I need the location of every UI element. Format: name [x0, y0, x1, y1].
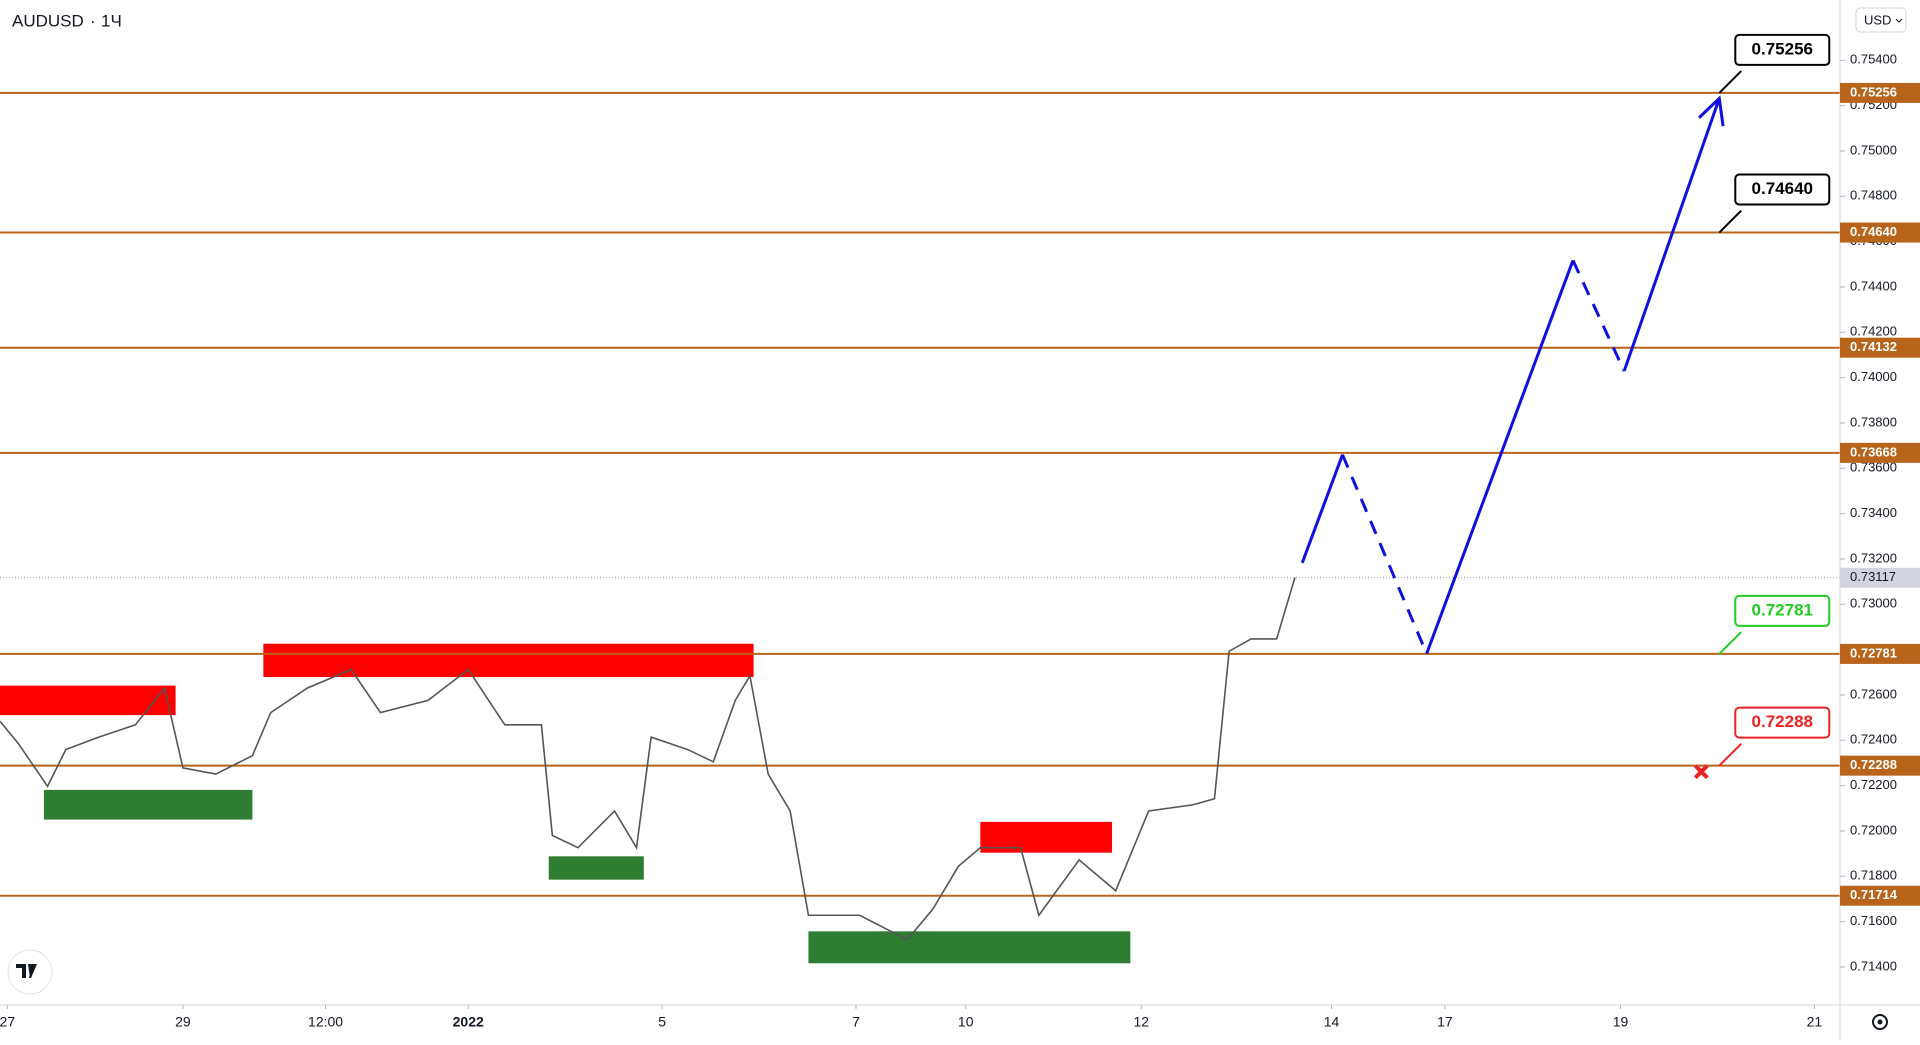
callout-box [1734, 33, 1831, 66]
y-tick-label: 0.73000 [1850, 596, 1897, 611]
projection-arrowhead [1698, 95, 1725, 127]
logo-mark [16, 964, 37, 978]
projection-segment [1341, 454, 1429, 655]
y-tick-label: 0.73200 [1850, 550, 1897, 565]
currency-button[interactable] [1855, 7, 1907, 33]
callout-pointer [1718, 742, 1742, 767]
x-tick-label: 21 [1807, 1014, 1823, 1030]
y-tick-label: 0.71800 [1850, 868, 1897, 883]
gear-icon [1872, 1014, 1888, 1030]
callout-label: 0.72781 [1752, 600, 1813, 619]
callout-label: 0.72288 [1752, 712, 1813, 731]
y-tick-label: 0.72200 [1850, 777, 1897, 792]
symbol: AUDUSD [12, 11, 84, 30]
x-tick-label: 19 [1613, 1014, 1629, 1030]
y-tick-label: 0.72000 [1850, 822, 1897, 837]
callout-label: 0.75256 [1752, 39, 1813, 58]
level-label: 0.73668 [1850, 444, 1897, 459]
y-tick-label: 0.74000 [1850, 369, 1897, 384]
level-label-box [1840, 222, 1920, 243]
level-label-box [1840, 442, 1920, 463]
zone [263, 643, 754, 678]
plot [0, 70, 1840, 964]
projection-segment [1571, 259, 1626, 372]
zone [43, 789, 253, 820]
x-tick-label: 29 [175, 1014, 191, 1030]
y-tick-label: 0.75000 [1850, 142, 1897, 157]
x-tick-label: 7 [852, 1014, 860, 1030]
level-label-box [1840, 337, 1920, 358]
x-tick-label: 5 [658, 1014, 666, 1030]
y-tick-label: 0.71600 [1850, 913, 1897, 928]
y-tick-label: 0.72600 [1850, 686, 1897, 701]
y-tick-label: 0.73400 [1850, 505, 1897, 520]
gear-center [1877, 1019, 1883, 1025]
dropdown-icon [1895, 18, 1903, 23]
stop-marker [1693, 764, 1709, 780]
callout-box [1734, 594, 1831, 627]
callout-label: 0.74640 [1752, 179, 1813, 198]
level-label: 0.71714 [1850, 887, 1898, 902]
zone [808, 931, 1131, 964]
settings[interactable] [1872, 1014, 1888, 1030]
last-price-box [1840, 567, 1920, 588]
y-tick-label: 0.74800 [1850, 188, 1897, 203]
x-tick-label: 2022 [453, 1014, 484, 1030]
y-tick-label: 0.75400 [1850, 52, 1897, 67]
y-tick-label: 0.74200 [1850, 324, 1897, 339]
y-tick-label: 0.74400 [1850, 278, 1897, 293]
level-label: 0.75256 [1850, 84, 1897, 99]
x-tick-label: 12 [1134, 1014, 1150, 1030]
x-tick-label: 17 [1437, 1014, 1453, 1030]
x-tick-label: 14 [1324, 1014, 1340, 1030]
tv-logo[interactable] [7, 949, 53, 995]
callout-pointer [1718, 209, 1742, 234]
callout-box [1734, 706, 1831, 739]
price-line [0, 577, 1296, 941]
projection-segment [1425, 259, 1575, 655]
level-label: 0.72781 [1850, 645, 1897, 660]
zone [548, 856, 644, 880]
level-label: 0.72288 [1850, 757, 1897, 772]
level-label: 0.74132 [1850, 339, 1897, 354]
last-price-label: 0.73117 [1850, 569, 1896, 584]
level-label-box [1840, 755, 1920, 776]
interval: 1Ч [101, 11, 122, 30]
level-label: 0.74640 [1850, 224, 1897, 239]
x-tick-label: 10 [958, 1014, 974, 1030]
x-tick-label: 12:00 [308, 1014, 343, 1030]
x-tick-label: 27 [0, 1014, 15, 1030]
callout-pointer [1718, 70, 1742, 94]
callout-box [1734, 173, 1831, 206]
callout-pointer [1718, 631, 1742, 655]
y-tick-label: 0.71400 [1850, 958, 1897, 973]
zone [0, 685, 176, 716]
y-tick-label: 0.72400 [1850, 732, 1897, 747]
projection-segment [1300, 454, 1344, 564]
separator: · [90, 11, 96, 30]
level-label-box [1840, 643, 1920, 664]
y-tick-label: 0.73800 [1850, 414, 1897, 429]
y-tick-label: 0.73600 [1850, 460, 1897, 475]
level-label-box [1840, 885, 1920, 906]
currency: USD [1864, 12, 1891, 27]
projection-segment [1622, 97, 1721, 372]
level-label-box [1840, 82, 1920, 103]
